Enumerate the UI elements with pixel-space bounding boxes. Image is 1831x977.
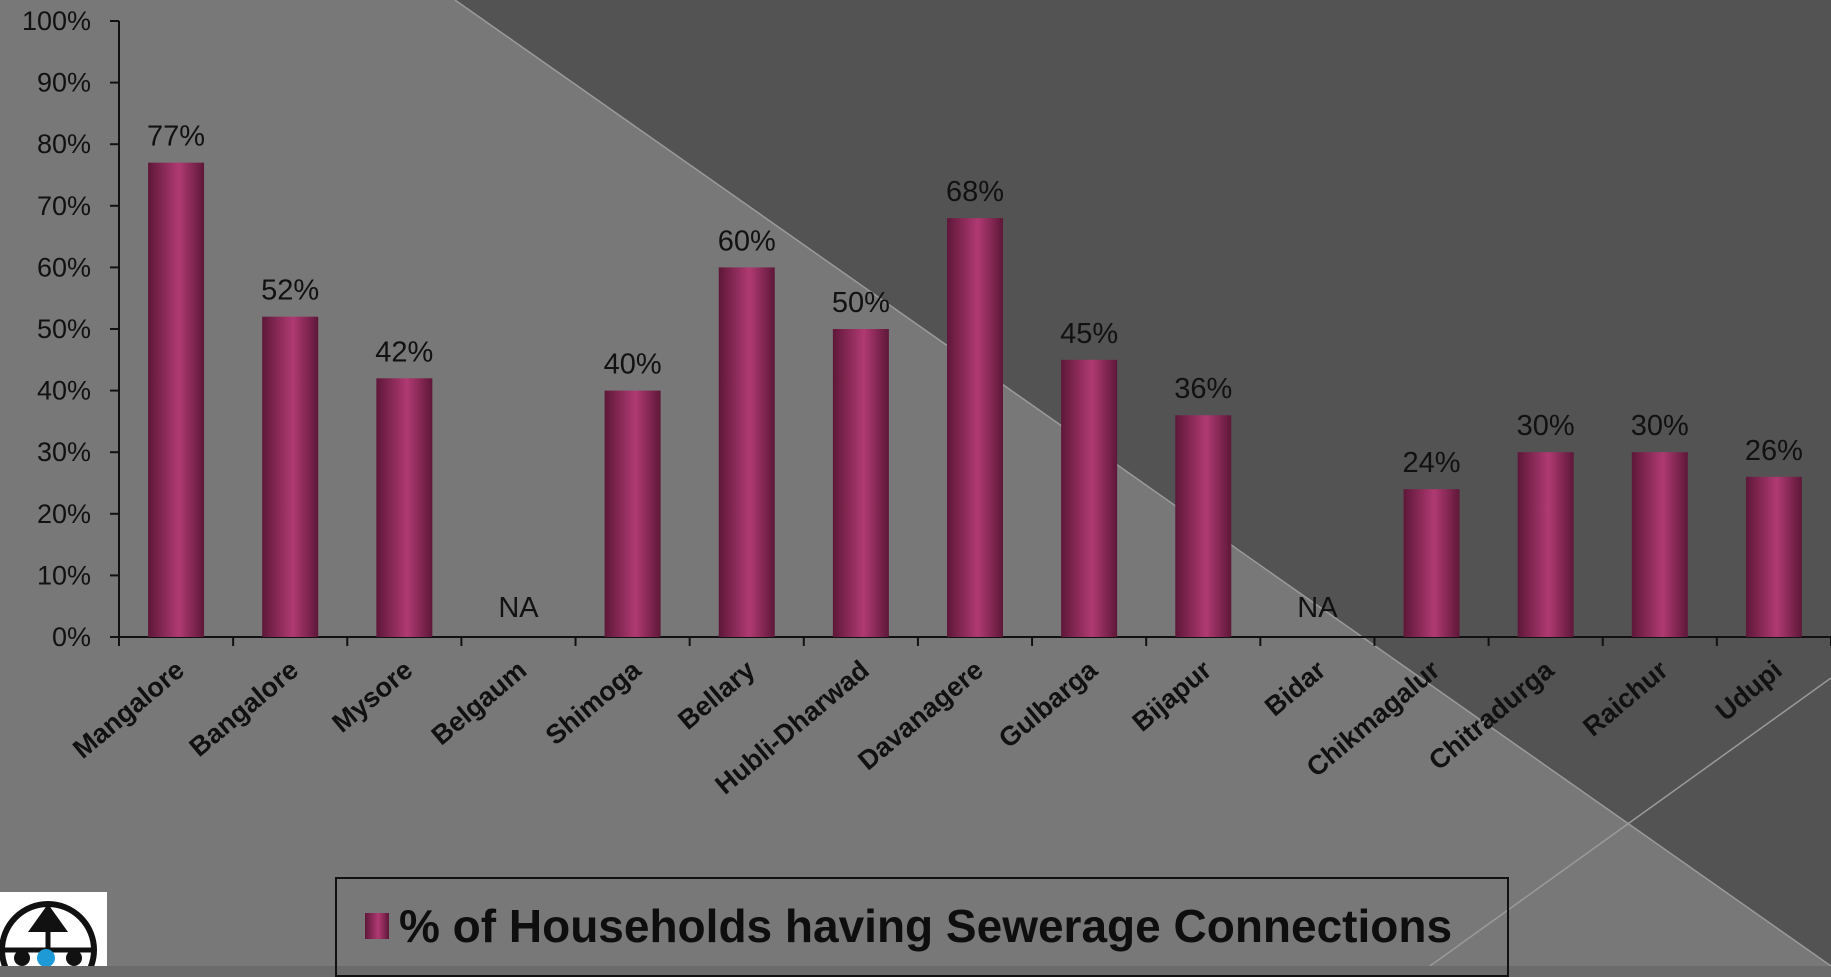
- data-label-na: NA: [1297, 592, 1338, 624]
- bar-davanagere: [947, 218, 1003, 637]
- bar-udupi: [1745, 476, 1802, 637]
- data-label: 52%: [261, 275, 319, 307]
- bars: [148, 162, 1802, 637]
- x-tick-label: Davanagere: [852, 655, 989, 776]
- data-label: 42%: [375, 336, 433, 368]
- bar-mangalore: [148, 162, 205, 637]
- axes: 0% 10% 20% 30% 40% 50% 60% 70% 80% 90% 100%: [22, 6, 1831, 652]
- y-tick-label: 70%: [37, 191, 91, 221]
- x-tick-label: Gulbarga: [993, 654, 1104, 754]
- data-label: 30%: [1631, 410, 1689, 442]
- y-tick-label: 60%: [37, 252, 91, 282]
- y-tick-label: 10%: [37, 560, 91, 590]
- bar-chitradurga: [1517, 452, 1574, 637]
- x-tick-label: Belgaum: [426, 655, 533, 751]
- x-tick-label: Udupi: [1710, 655, 1788, 727]
- data-label: 50%: [832, 287, 890, 319]
- bar-gulbarga: [1061, 359, 1118, 637]
- y-tick-label: 80%: [37, 129, 91, 159]
- legend-label: % of Households having Sewerage Connecti…: [399, 900, 1453, 952]
- data-label: 26%: [1745, 435, 1803, 467]
- data-label-na: NA: [498, 592, 539, 624]
- x-tick-label: Mangalore: [67, 655, 190, 765]
- data-label: 45%: [1060, 318, 1118, 350]
- data-label: 30%: [1517, 410, 1575, 442]
- x-tick-label: Shimoga: [540, 654, 647, 751]
- y-tick-label: 30%: [37, 437, 91, 467]
- y-tick-label: 20%: [37, 499, 91, 529]
- legend-swatch: [365, 913, 389, 939]
- bar-bellary: [718, 267, 775, 637]
- bar-hubli-dharwad: [832, 329, 889, 637]
- legend: % of Households having Sewerage Connecti…: [335, 877, 1509, 977]
- bar-chikmagalur: [1403, 489, 1460, 637]
- data-label: 77%: [147, 121, 205, 153]
- y-tick-label: 90%: [37, 68, 91, 98]
- x-tick-label: Bellary: [672, 655, 760, 736]
- data-label: 40%: [604, 349, 662, 381]
- x-tick-label: Chitradurga: [1423, 654, 1560, 776]
- data-label: 60%: [718, 225, 776, 257]
- y-tick-label: 100%: [22, 6, 91, 36]
- x-tick-label: Bijapur: [1127, 654, 1218, 737]
- bar-bangalore: [262, 316, 319, 637]
- data-label: 24%: [1403, 447, 1461, 479]
- bar-raichur: [1631, 452, 1688, 637]
- x-tick-label: Bidar: [1259, 654, 1332, 722]
- y-tick-label: 40%: [37, 376, 91, 406]
- bar-mysore: [376, 378, 433, 637]
- x-tick-label: Raichur: [1577, 654, 1674, 742]
- data-label: 68%: [946, 176, 1004, 208]
- y-tick-label: 50%: [37, 314, 91, 344]
- data-label: 36%: [1174, 373, 1232, 405]
- globe-logo-icon: [0, 892, 107, 966]
- bar-shimoga: [604, 390, 661, 637]
- x-tick-label: Mysore: [326, 655, 418, 739]
- bar-bijapur: [1175, 415, 1232, 637]
- y-tick-label: 0%: [52, 622, 91, 652]
- x-tick-label: Bangalore: [184, 655, 304, 763]
